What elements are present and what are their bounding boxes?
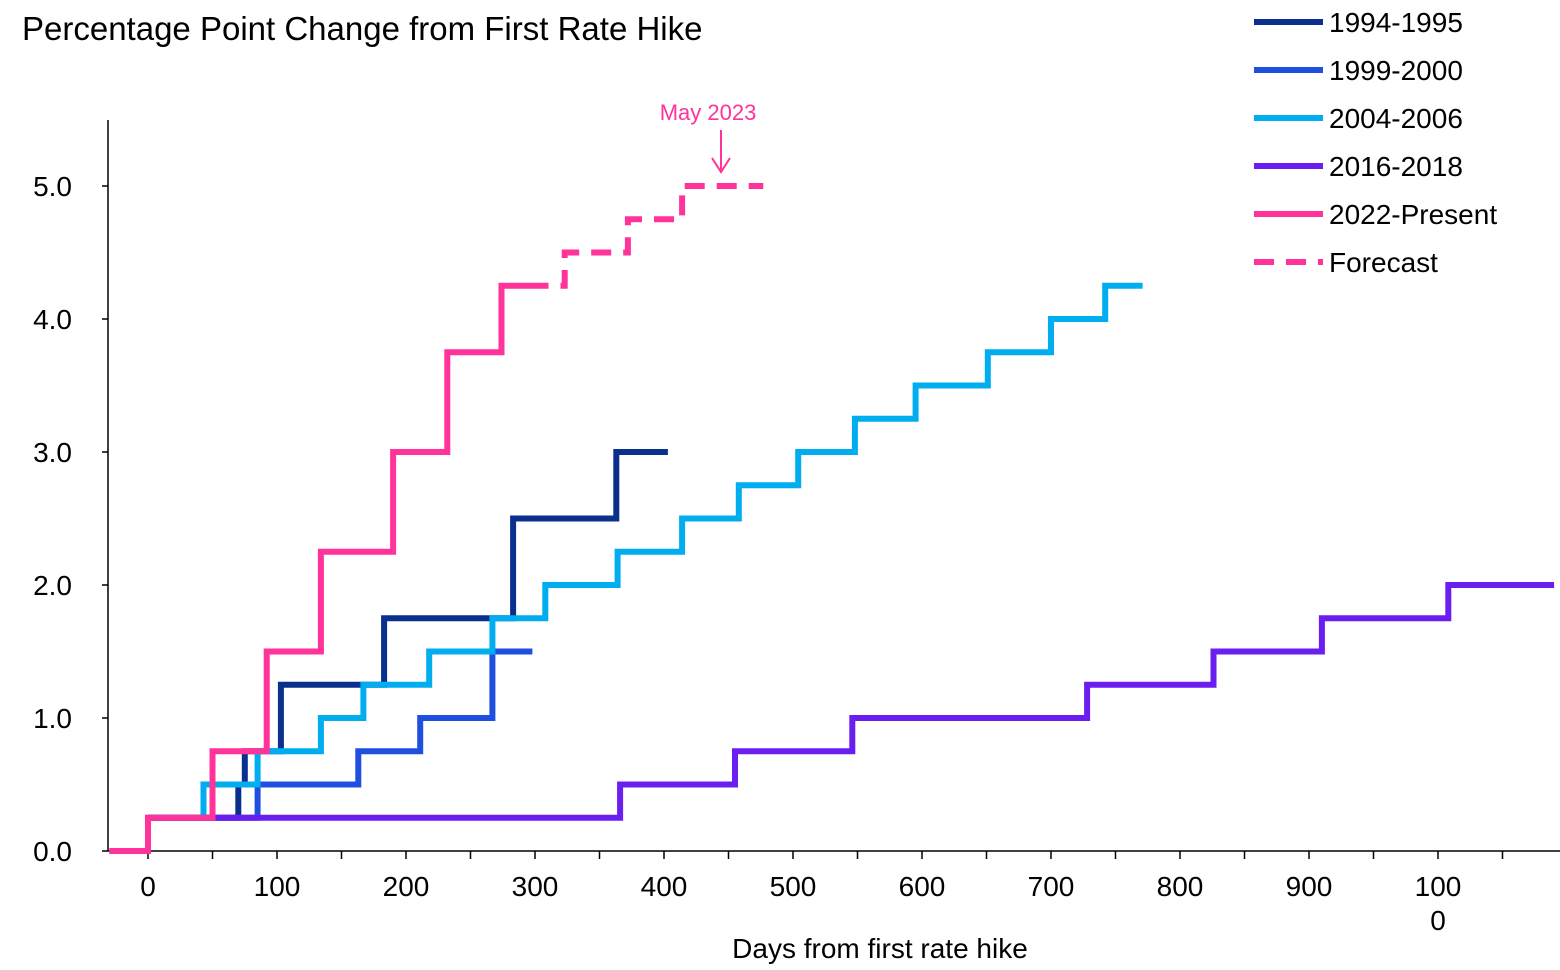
chart-title: Percentage Point Change from First Rate … xyxy=(22,10,702,47)
x-tick-label: 300 xyxy=(512,871,559,902)
series-2004-2006 xyxy=(148,282,1143,821)
x-tick-label: 800 xyxy=(1157,871,1204,902)
x-tick-label: 100 0 xyxy=(1415,871,1462,936)
legend-label: 1999-2000 xyxy=(1329,55,1463,86)
x-tick-label: 600 xyxy=(899,871,946,902)
series-1999-2000 xyxy=(148,648,533,821)
x-tick-label: 100 xyxy=(254,871,301,902)
axes: 0.0 1.0 2.0 3.0 4.0 5.0 0 100 200 300 400 500 600 700… xyxy=(33,120,1560,936)
y-tick-label: 2.0 xyxy=(33,570,72,601)
series-1994-1995 xyxy=(148,449,668,821)
y-tick-label: 3.0 xyxy=(33,437,72,468)
x-tick-label: 0 xyxy=(140,871,156,902)
legend-label: 2016-2018 xyxy=(1329,151,1463,182)
series-forecast xyxy=(528,183,764,289)
x-tick-label: 700 xyxy=(1028,871,1075,902)
x-tick-label: 400 xyxy=(641,871,688,902)
legend-label: 2022-Present xyxy=(1329,199,1497,230)
annotation-arrowhead xyxy=(711,157,731,174)
y-tick-label: 5.0 xyxy=(33,171,72,202)
series-layer xyxy=(109,183,1555,854)
x-tick-label: 500 xyxy=(770,871,817,902)
legend: 1994-1995 1999-2000 2004-2006 2016-2018 2022… xyxy=(1254,7,1497,278)
x-tick-label: 900 xyxy=(1286,871,1333,902)
y-tick-label: 0.0 xyxy=(33,836,72,867)
legend-label: Forecast xyxy=(1329,247,1438,278)
annotation-layer: May 2023 xyxy=(660,100,757,174)
annotation-label: May 2023 xyxy=(660,100,757,125)
y-tick-label: 4.0 xyxy=(33,304,72,335)
legend-label: 2004-2006 xyxy=(1329,103,1463,134)
series-2016-2018 xyxy=(148,582,1555,821)
series-2022-present xyxy=(109,282,529,854)
x-tick-label: 200 xyxy=(383,871,430,902)
y-tick-label: 1.0 xyxy=(33,703,72,734)
legend-label: 1994-1995 xyxy=(1329,7,1463,38)
x-axis-label: Days from first rate hike xyxy=(732,933,1028,964)
